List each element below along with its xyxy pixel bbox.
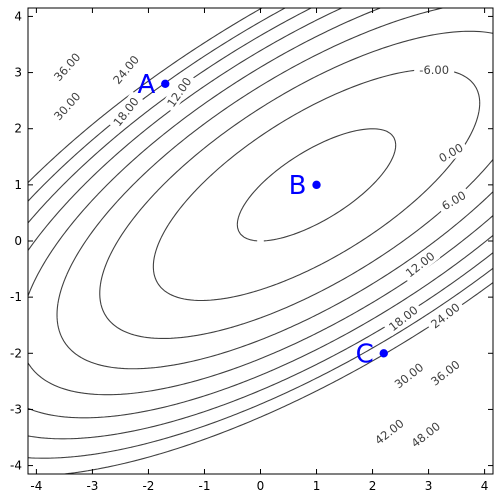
x-tick-label: -3	[86, 479, 98, 493]
x-tick-label: 2	[369, 479, 377, 493]
point-a-marker	[161, 79, 170, 88]
contour-label-background	[414, 61, 455, 77]
y-tick-label: -1	[10, 290, 22, 304]
point-c-label: C	[356, 339, 374, 369]
contour-label-0: -6.00	[414, 61, 455, 77]
x-axis-ticks: -4 -3 -2 -1 0 1 2 3 4	[30, 8, 488, 493]
marked-points: A B C	[137, 70, 388, 369]
x-tick-label: -1	[198, 479, 210, 493]
x-tick-label: 4	[481, 479, 489, 493]
y-tick-label: 1	[14, 178, 22, 192]
contour-label-background	[388, 357, 430, 394]
y-tick-label: 3	[14, 66, 22, 80]
point-b-marker	[312, 180, 321, 190]
contour-label-background	[368, 413, 410, 450]
contour-level-18	[56, 8, 493, 370]
contour-label-background	[107, 49, 145, 90]
x-tick-label: -2	[142, 479, 154, 493]
y-tick-label: 4	[14, 9, 22, 23]
contour-lines	[28, 8, 493, 474]
contour-label-background	[424, 297, 466, 334]
contour-label-background	[424, 354, 466, 391]
y-axis-ticks: -4 -3 -2 -1 0 1 2 3 4	[10, 9, 493, 473]
contour-level-0	[236, 128, 397, 242]
y-tick-label: -3	[10, 402, 22, 416]
x-tick-label: 3	[425, 479, 433, 493]
contour-label-background	[405, 416, 446, 453]
point-c-marker	[379, 349, 388, 358]
y-tick-label: -2	[10, 346, 22, 360]
contour-label-background	[435, 185, 472, 215]
x-tick-label: -4	[30, 479, 42, 493]
contour-label-background	[47, 46, 86, 87]
contour-level-6	[152, 68, 481, 302]
contour-label-text: -6.00	[419, 63, 449, 77]
contour-label-background	[432, 137, 469, 168]
contour-label-background	[161, 71, 197, 113]
contour-label-background	[107, 91, 144, 132]
y-tick-label: 2	[14, 122, 22, 136]
y-tick-label: 0	[14, 234, 22, 248]
contour-label-background	[399, 245, 441, 283]
contour-label-background	[47, 86, 86, 126]
point-a-label: A	[137, 70, 155, 100]
point-b-label: B	[289, 171, 307, 201]
y-tick-label: -4	[10, 459, 22, 473]
contour-level-12	[99, 30, 493, 340]
contour-label-background	[382, 299, 424, 337]
x-tick-label: 0	[257, 479, 265, 493]
x-tick-label: 1	[313, 479, 321, 493]
